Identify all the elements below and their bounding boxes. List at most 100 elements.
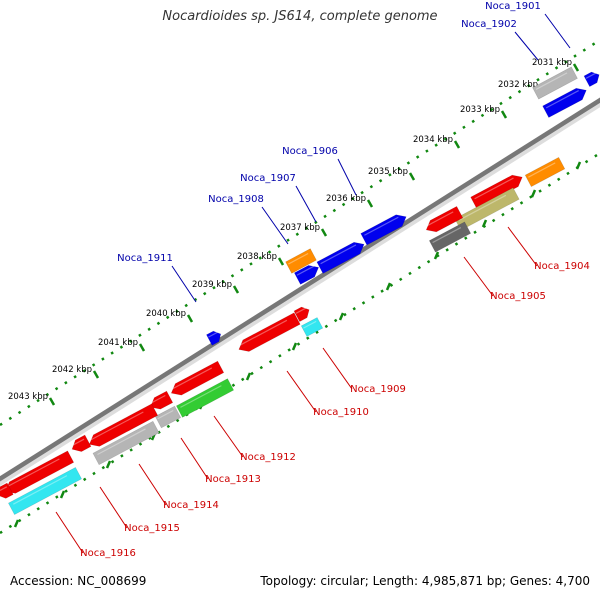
gene-noca-1906-shine [364, 216, 399, 236]
gene-noca-1916-shine [12, 475, 68, 505]
gene-blue-small-shine [296, 265, 315, 276]
kbp-tick [277, 257, 285, 266]
gene-noca-1912-shine [180, 385, 222, 408]
noca-1908-label[interactable]: Noca_1908 [208, 194, 264, 205]
noca-1910-leader [286, 370, 317, 413]
noca-1901-label[interactable]: Noca_1901 [485, 1, 541, 12]
noca-1911-label[interactable]: Noca_1911 [117, 253, 173, 264]
kbp-label: 2038 kbp [237, 252, 277, 262]
gene-red-e[interactable] [149, 390, 174, 410]
noca-1905-leader [463, 256, 494, 297]
gene-red-f-shine [90, 411, 144, 441]
noca-1904-label[interactable]: Noca_1904 [534, 261, 590, 272]
kbp-label: 2033 kbp [460, 105, 500, 115]
gene-noca-1914[interactable] [92, 420, 160, 466]
gene-noca-1907[interactable] [316, 241, 365, 274]
gene-noca-1910[interactable] [238, 312, 301, 352]
kbp-label: 2039 kbp [192, 280, 232, 290]
noca-1907-label[interactable]: Noca_1907 [240, 173, 296, 184]
gene-red-d-shine [171, 367, 213, 390]
noca-1906-leader [337, 158, 357, 196]
noca-1909-label[interactable]: Noca_1909 [350, 384, 406, 395]
gene-red-h[interactable] [0, 482, 14, 499]
kbp-tick-lower [13, 519, 20, 528]
gene-red-e-shine [149, 394, 166, 405]
gene-noca-1905-shine [432, 227, 462, 244]
gene-noca-1916[interactable] [7, 467, 83, 515]
gene-noca-1905[interactable] [428, 221, 472, 253]
gene-red-d[interactable] [170, 360, 225, 396]
noca-1916-label[interactable]: Noca_1916 [80, 548, 136, 559]
genome-backbone [0, 97, 600, 482]
gene-noca-1904[interactable] [524, 156, 566, 188]
gene-blue-small[interactable] [293, 265, 320, 285]
noca-1907-leader [295, 185, 317, 223]
kbp-label: 2034 kbp [413, 135, 453, 145]
gene-noca-1901-shine [585, 72, 597, 79]
noca-1902-leader [514, 31, 539, 61]
gene-noca-1904-shine [528, 162, 556, 178]
topology-summary: Topology: circular; Length: 4,985,871 bp… [260, 574, 590, 588]
kbp-tick-lower [433, 251, 440, 260]
kbp-label: 2043 kbp [8, 392, 48, 402]
kbp-tick [186, 314, 194, 323]
kbp-tick-lower [338, 312, 345, 321]
noca-1912-label[interactable]: Noca_1912 [240, 452, 296, 463]
kbp-tick-lower [105, 460, 112, 469]
gene-red-b[interactable] [425, 205, 464, 233]
gene-noca-1903-shine [535, 72, 568, 90]
kbp-tick-lower [530, 189, 537, 198]
kbp-label: 2040 kbp [146, 309, 186, 319]
kbp-tick [92, 370, 100, 379]
gene-noca-1912[interactable] [175, 378, 235, 418]
noca-1906-label[interactable]: Noca_1906 [282, 146, 338, 157]
gene-noca-1903[interactable] [532, 66, 578, 100]
gene-noca-1906[interactable] [360, 214, 407, 246]
noca-1912-leader [213, 415, 244, 458]
noca-1915-leader [99, 486, 128, 529]
kbp-label: 2032 kbp [498, 80, 538, 90]
scale-track-lower [0, 151, 600, 535]
gene-noca-1914-shine [97, 428, 146, 456]
noca-1911-leader [171, 265, 197, 303]
gene-noca-1913[interactable] [154, 405, 182, 429]
kbp-tick [138, 343, 146, 352]
gene-red-g[interactable] [71, 434, 92, 452]
noca-1904-leader [507, 226, 538, 267]
gene-red-a[interactable] [470, 174, 523, 210]
kbp-tick-lower [575, 161, 582, 170]
noca-1915-label[interactable]: Noca_1915 [124, 523, 180, 534]
gene-red-f[interactable] [88, 403, 159, 447]
kbp-tick [232, 285, 240, 294]
kbp-label: 2035 kbp [368, 167, 408, 177]
gene-noca-1902[interactable] [542, 87, 587, 118]
kbp-tick [408, 172, 416, 181]
gene-red-b-shine [426, 211, 454, 227]
gene-noca-1907-shine [320, 244, 357, 265]
gene-noca-1908[interactable] [285, 248, 317, 274]
backbone-shadow [0, 99, 600, 486]
kbp-tick [572, 63, 580, 72]
kbp-tick-lower [385, 282, 392, 291]
accession-label: Accession: NC_008699 [10, 574, 147, 588]
gene-noca-1913-shine [157, 409, 174, 420]
gene-noca-1901[interactable] [583, 71, 600, 87]
noca-1914-label[interactable]: Noca_1914 [163, 500, 219, 511]
noca-1913-label[interactable]: Noca_1913 [205, 474, 261, 485]
gene-noca-1911[interactable] [206, 330, 222, 346]
gene-noca-1911-shine [208, 331, 218, 338]
gene-red-a-shine [474, 177, 514, 200]
kbp-tick [320, 228, 328, 237]
gene-red-c[interactable] [293, 306, 310, 322]
gene-red-h-shine [0, 486, 8, 492]
noca-1909-leader [322, 347, 353, 390]
noca-1902-label[interactable]: Noca_1902 [461, 19, 517, 30]
gene-noca-1902-shine [545, 90, 579, 109]
kbp-label: 2031 kbp [532, 58, 572, 68]
kbp-tick-lower [245, 372, 252, 381]
noca-1905-label[interactable]: Noca_1905 [490, 291, 546, 302]
gene-noca-1909[interactable] [300, 317, 324, 337]
noca-1916-leader [55, 511, 84, 554]
noca-1910-label[interactable]: Noca_1910 [313, 407, 369, 418]
